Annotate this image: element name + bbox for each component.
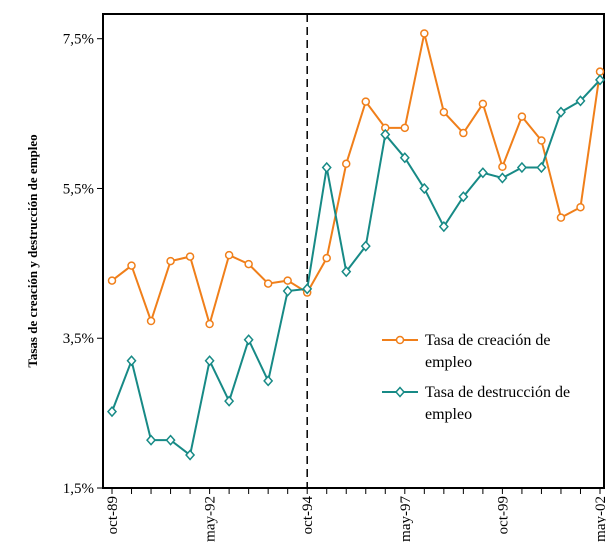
- legend-swatch: [382, 386, 418, 398]
- marker: [419, 182, 430, 195]
- marker: [439, 107, 449, 117]
- marker: [146, 316, 156, 326]
- marker: [166, 256, 175, 266]
- marker: [536, 161, 547, 174]
- marker: [146, 434, 157, 446]
- marker: [360, 240, 371, 252]
- marker: [322, 253, 331, 263]
- marker: [341, 265, 352, 278]
- marker: [185, 252, 195, 261]
- marker: [302, 283, 313, 295]
- marker: [126, 355, 137, 367]
- marker: [204, 355, 215, 367]
- legend: Tasa de creación de empleo Tasa de destru…: [380, 330, 595, 434]
- marker: [497, 172, 508, 184]
- marker: [438, 221, 449, 233]
- legend-swatch: [382, 335, 418, 345]
- x-tick-label: oct-89: [105, 496, 121, 534]
- marker: [556, 213, 566, 222]
- marker: [107, 276, 117, 285]
- marker: [478, 99, 488, 109]
- x-tick-label: may-92: [203, 496, 219, 542]
- marker: [595, 67, 605, 76]
- marker: [361, 97, 371, 106]
- marker: [263, 279, 273, 288]
- marker: [555, 106, 566, 118]
- marker: [395, 335, 405, 345]
- marker: [537, 136, 546, 145]
- marker: [205, 319, 214, 329]
- y-tick-label: 1,5%: [63, 481, 94, 497]
- marker: [224, 395, 235, 407]
- legend-label: Tasa de creación de empleo: [425, 332, 551, 371]
- marker: [498, 162, 507, 172]
- legend-item: Tasa de destrucción de empleo: [380, 382, 595, 426]
- marker: [576, 202, 585, 212]
- marker: [243, 334, 254, 346]
- x-tick-label: may-97: [398, 496, 414, 542]
- marker: [575, 95, 586, 107]
- marker: [517, 112, 527, 121]
- marker: [400, 123, 410, 133]
- marker: [394, 386, 406, 398]
- marker: [380, 128, 391, 141]
- marker: [106, 405, 118, 418]
- legend-label: Tasa de destrucción de empleo: [425, 384, 571, 423]
- marker: [185, 449, 196, 461]
- y-tick-label: 5,5%: [63, 181, 94, 197]
- marker: [321, 161, 332, 174]
- y-tick-label: 7,5%: [63, 32, 94, 48]
- marker: [282, 285, 293, 297]
- marker: [420, 29, 429, 38]
- y-tick-label: 3,5%: [63, 331, 94, 347]
- marker: [263, 375, 274, 387]
- y-axis-label: Tasas de creación y destrucción de emple…: [25, 134, 40, 367]
- marker: [224, 250, 234, 260]
- plot-frame: [102, 13, 605, 489]
- x-tick-label: oct-99: [495, 496, 511, 534]
- marker: [165, 434, 176, 446]
- marker: [477, 167, 488, 179]
- marker: [459, 128, 468, 138]
- marker: [244, 259, 253, 269]
- marker: [399, 152, 410, 164]
- marker: [341, 159, 351, 169]
- x-tick-label: oct-94: [300, 496, 316, 535]
- legend-item: Tasa de creación de empleo: [380, 330, 595, 374]
- marker: [594, 74, 606, 86]
- series-line: [111, 33, 601, 328]
- marker: [283, 276, 292, 285]
- marker: [127, 261, 136, 270]
- x-tick-label: may-02: [593, 496, 606, 542]
- marker: [516, 161, 527, 174]
- marker: [458, 191, 469, 203]
